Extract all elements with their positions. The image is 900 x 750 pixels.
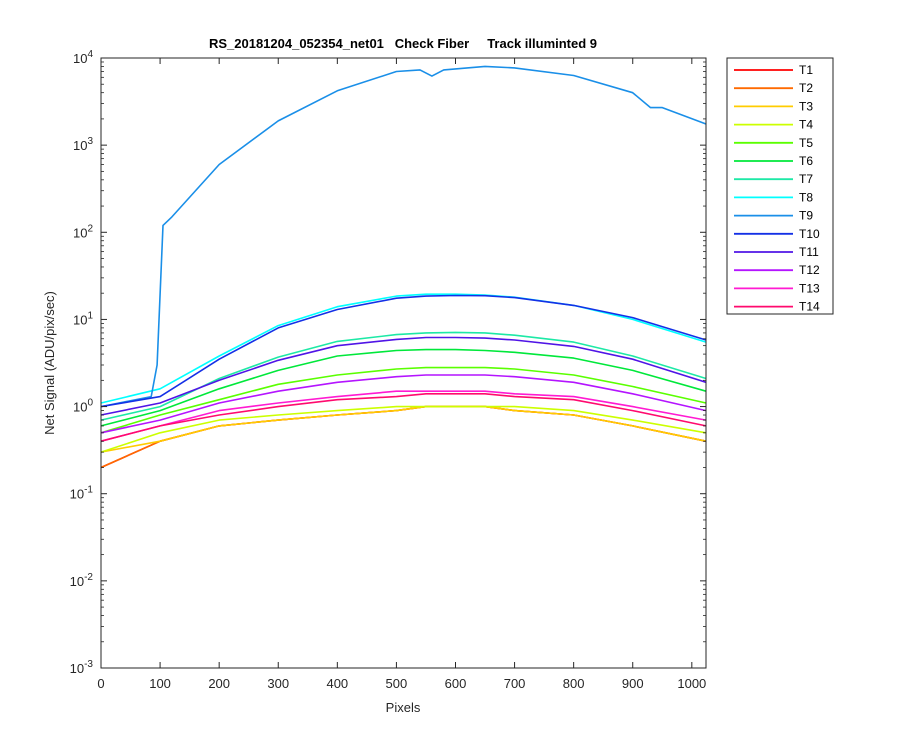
legend-label-t3: T3 [799, 99, 813, 113]
series-line-t12 [100, 374, 707, 434]
legend-label-t2: T2 [799, 81, 813, 95]
legend-label-t7: T7 [799, 172, 813, 186]
chart-title: RS_20181204_052354_net01 Check Fiber Tra… [209, 36, 597, 51]
series-line-t11 [100, 336, 707, 416]
legend-label-t9: T9 [799, 209, 813, 223]
legend-label-t14: T14 [799, 300, 820, 314]
y-tick-label: 100 [73, 398, 93, 415]
y-tick-label: 103 [73, 136, 93, 153]
x-tick-label: 0 [97, 676, 104, 691]
plot-frame [100, 57, 707, 669]
series-line-t7 [100, 331, 707, 421]
x-tick-label: 300 [267, 676, 289, 691]
legend-label-t8: T8 [799, 190, 813, 204]
plot-area [101, 58, 706, 668]
y-tick-label: 10-1 [70, 485, 94, 502]
x-tick-label: 1000 [677, 676, 706, 691]
x-tick-label: 600 [445, 676, 467, 691]
series-line-t4 [100, 405, 707, 453]
series-layer [100, 65, 707, 469]
y-tick-label: 101 [73, 310, 93, 327]
y-tick-label: 104 [73, 49, 93, 66]
legend-box [726, 57, 834, 315]
series-line-t6 [100, 348, 707, 427]
legend-label-t11: T11 [799, 245, 819, 259]
legend-label-t1: T1 [799, 63, 813, 77]
x-tick-label: 500 [386, 676, 408, 691]
legend-label-t10: T10 [799, 227, 820, 241]
legend-label-t4: T4 [799, 118, 813, 132]
x-tick-label: 800 [563, 676, 585, 691]
x-axis: 0 100 200 300 400 500 600 700 800 900 1000 [97, 58, 706, 691]
y-axis-label: Net Signal (ADU/pix/sec) [42, 291, 57, 435]
x-tick-label: 100 [149, 676, 171, 691]
y-axis: 10-3 10-2 10-1 100 101 102 103 104 [70, 49, 706, 676]
series-line-t13 [100, 390, 707, 442]
x-tick-label: 700 [504, 676, 526, 691]
y-tick-label: 10-3 [70, 659, 94, 676]
legend-label-t6: T6 [799, 154, 813, 168]
y-tick-label: 102 [73, 223, 93, 240]
legend-label-t5: T5 [799, 136, 813, 150]
x-tick-label: 900 [622, 676, 644, 691]
y-tick-label: 10-2 [70, 572, 94, 589]
legend-label-t12: T12 [799, 263, 820, 277]
x-tick-label: 200 [208, 676, 230, 691]
x-tick-label: 400 [326, 676, 348, 691]
legend: T1 T2 T3 T4 T5 T6 T7 T8 T9 T10 T11 T12 T13 T14 [726, 57, 834, 315]
series-line-t5 [100, 366, 707, 434]
series-line-t9 [100, 65, 707, 408]
series-line-t14 [100, 393, 707, 442]
legend-label-t13: T13 [799, 281, 820, 295]
series-line-t10 [100, 294, 707, 408]
x-axis-label: Pixels [386, 700, 421, 715]
